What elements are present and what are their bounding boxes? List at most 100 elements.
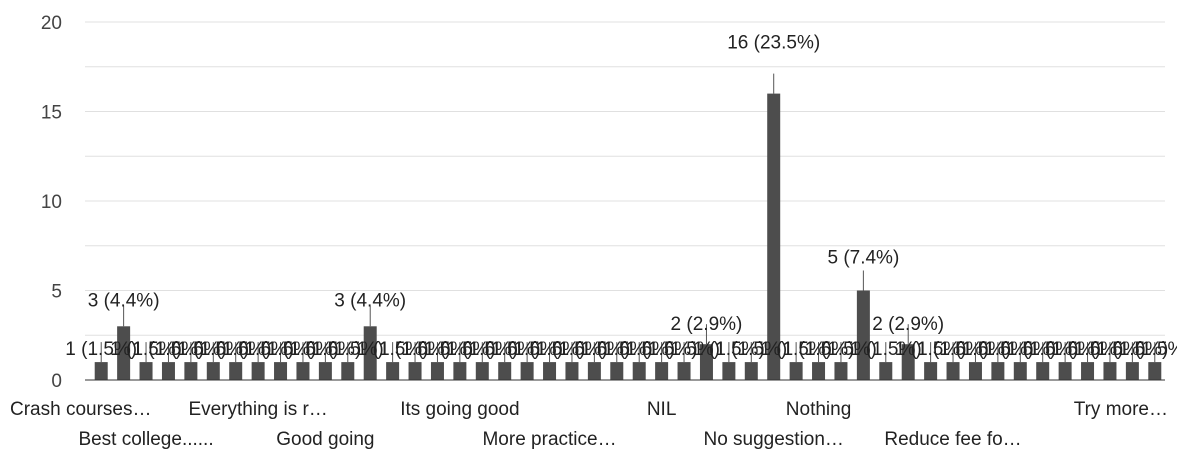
bar (543, 362, 557, 380)
data-label: 1 (1.5%) (917, 339, 989, 360)
data-label: 16 (23.5%) (727, 33, 820, 54)
bar (161, 362, 175, 380)
data-label: 1 (1.5%) (133, 339, 205, 360)
data-label: 1 (1.5%) (222, 339, 294, 360)
data-label: 1 (1.5%) (469, 339, 541, 360)
bar (968, 362, 982, 380)
data-label: 1 (1.5%) (558, 339, 630, 360)
y-tick-label: 20 (41, 13, 62, 34)
bar (677, 362, 691, 380)
x-axis-category-label: Everything is r… (188, 399, 327, 420)
bar (901, 344, 915, 380)
y-tick-label: 5 (51, 282, 62, 303)
bar (430, 362, 444, 380)
y-tick-label: 15 (41, 103, 62, 124)
bar (274, 362, 288, 380)
bar (184, 362, 198, 380)
bar (744, 362, 758, 380)
bar (1058, 362, 1072, 380)
data-label: 1 (1.5%) (1074, 339, 1146, 360)
data-label: 1 (1.5%) (1007, 339, 1079, 360)
bar (206, 362, 220, 380)
data-label: 1 (1.5%) (65, 339, 137, 360)
bar (812, 362, 826, 380)
data-label: 1 (1.5%) (446, 339, 518, 360)
data-label: 1 (1.5%) (962, 339, 1034, 360)
x-axis-category-label: Good going (276, 429, 374, 450)
data-label: 1 (1.5%) (1119, 339, 1177, 360)
bar (655, 362, 669, 380)
bar (699, 344, 713, 380)
bar (946, 362, 960, 380)
bar (1103, 362, 1117, 380)
bar (565, 362, 579, 380)
bar (767, 93, 781, 380)
bar (363, 326, 377, 380)
bar (94, 362, 108, 380)
bar (722, 362, 736, 380)
bar (924, 362, 938, 380)
data-label: 1 (1.5%) (245, 339, 317, 360)
data-label: 1 (1.5%) (626, 339, 698, 360)
data-label: 1 (1.5%) (648, 339, 720, 360)
y-tick-label: 0 (51, 371, 62, 392)
data-label: 1 (1.5%) (491, 339, 563, 360)
bar (117, 326, 131, 380)
data-label: 1 (1.5%) (289, 339, 361, 360)
data-label: 1 (1.5%) (783, 339, 855, 360)
bar (587, 362, 601, 380)
data-label: 1 (1.5%) (1096, 339, 1168, 360)
data-label: 1 (1.5%) (357, 339, 429, 360)
data-label: 1 (1.5%) (895, 339, 967, 360)
data-label: 1 (1.5%) (1052, 339, 1124, 360)
bar (1036, 362, 1050, 380)
bar (879, 362, 893, 380)
x-axis-labels: Crash courses… Best college...... Everythi… (10, 399, 1168, 450)
data-label: 1 (1.5%) (514, 339, 586, 360)
bar (520, 362, 534, 380)
bar (475, 362, 489, 380)
x-axis-category-label: Reduce fee fo… (884, 429, 1021, 450)
x-axis-category-label: More practice… (482, 429, 616, 450)
bar (610, 362, 624, 380)
bar (139, 362, 153, 380)
bar (498, 362, 512, 380)
bars (94, 93, 1162, 380)
data-label: 1 (1.5%) (312, 339, 384, 360)
data-label: 5 (7.4%) (827, 248, 899, 269)
x-axis-category-label: Nothing (786, 399, 852, 420)
bar (991, 362, 1005, 380)
x-axis-category-label: Best college...... (78, 429, 213, 450)
y-axis-ticks: 0 5 10 15 20 (41, 13, 62, 392)
data-label: 1 (1.5%) (402, 339, 474, 360)
bar (229, 362, 243, 380)
bar (296, 362, 310, 380)
x-axis-category-label: NIL (647, 399, 677, 420)
bar (1148, 362, 1162, 380)
data-label: 1 (1.5%) (379, 339, 451, 360)
data-label: 3 (4.4%) (334, 290, 406, 311)
bar (453, 362, 467, 380)
bar (1125, 362, 1139, 380)
data-label: 2 (2.9%) (671, 314, 743, 335)
x-axis-category-label: Try more… (1074, 399, 1168, 420)
bar (318, 362, 332, 380)
bar (1081, 362, 1095, 380)
data-label: 1 (1.5%) (110, 339, 182, 360)
bar (341, 362, 355, 380)
bar (408, 362, 422, 380)
data-label: 1 (1.5%) (267, 339, 339, 360)
data-label: 1 (1.5%) (536, 339, 608, 360)
data-labels: 1 (1.5%)3 (4.4%)1 (1.5%)1 (1.5%)1 (1.5%)… (65, 33, 1177, 363)
bar (789, 362, 803, 380)
data-label: 1 (1.5%) (805, 339, 877, 360)
data-label: 1 (1.5%) (424, 339, 496, 360)
data-label: 1 (1.5%) (940, 339, 1012, 360)
bar (856, 290, 870, 380)
data-label: 1 (1.5%) (715, 339, 787, 360)
data-label: 1 (1.5%) (200, 339, 272, 360)
data-label: 1 (1.5%) (603, 339, 675, 360)
data-label: 1 (1.5%) (984, 339, 1056, 360)
x-axis-category-label: Its going good (400, 399, 519, 420)
